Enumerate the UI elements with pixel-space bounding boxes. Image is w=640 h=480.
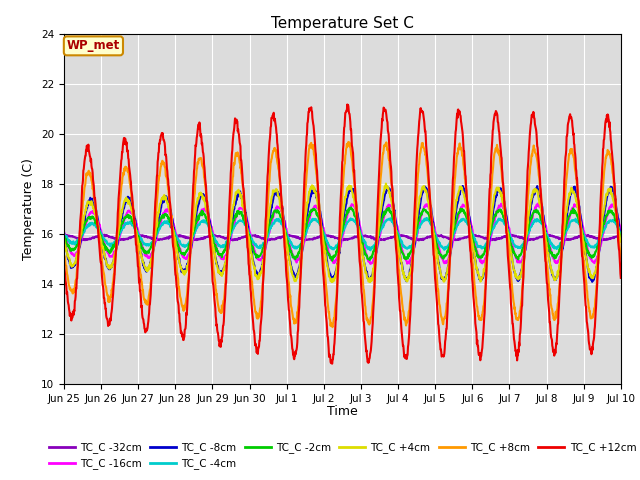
TC_C -8cm — [588, 279, 596, 285]
TC_C +8cm — [184, 281, 191, 287]
TC_C -32cm — [184, 235, 191, 240]
TC_C -8cm — [429, 221, 436, 227]
TC_C +12cm — [328, 361, 336, 367]
TC_C -2cm — [60, 234, 68, 240]
TC_C +4cm — [246, 243, 254, 249]
TC_C -32cm — [617, 232, 625, 238]
TC_C +4cm — [382, 180, 390, 186]
TC_C -32cm — [502, 233, 510, 239]
TC_C -4cm — [60, 230, 68, 236]
TC_C +4cm — [60, 235, 68, 240]
TC_C +12cm — [429, 252, 437, 257]
TC_C +8cm — [246, 259, 254, 265]
Y-axis label: Temperature (C): Temperature (C) — [22, 158, 35, 260]
TC_C +8cm — [170, 242, 178, 248]
TC_C -8cm — [533, 183, 541, 189]
TC_C +4cm — [170, 233, 178, 239]
TC_C -32cm — [170, 233, 178, 239]
TC_C -4cm — [184, 242, 191, 248]
TC_C -16cm — [429, 218, 437, 224]
TC_C -16cm — [184, 252, 191, 258]
TC_C -2cm — [552, 253, 559, 259]
TC_C -32cm — [552, 235, 559, 240]
TC_C -16cm — [552, 260, 559, 265]
TC_C +8cm — [552, 314, 559, 320]
TC_C -32cm — [246, 232, 254, 238]
TC_C +8cm — [429, 239, 437, 244]
TC_C -4cm — [423, 215, 431, 221]
TC_C +4cm — [617, 239, 625, 244]
TC_C -32cm — [321, 232, 329, 238]
Line: TC_C -8cm: TC_C -8cm — [64, 186, 621, 282]
Line: TC_C -16cm: TC_C -16cm — [64, 204, 621, 264]
TC_C +12cm — [170, 255, 178, 261]
TC_C -16cm — [60, 228, 68, 234]
TC_C +12cm — [60, 258, 68, 264]
TC_C -16cm — [367, 261, 374, 267]
TC_C -4cm — [367, 248, 374, 253]
TC_C +4cm — [366, 279, 374, 285]
TC_C -16cm — [497, 201, 505, 206]
TC_C -2cm — [184, 246, 191, 252]
TC_C +12cm — [552, 350, 559, 356]
TC_C +4cm — [552, 276, 559, 282]
TC_C +8cm — [60, 252, 68, 258]
TC_C -16cm — [170, 223, 178, 229]
TC_C +12cm — [617, 275, 625, 281]
TC_C -2cm — [170, 233, 178, 239]
TC_C -16cm — [502, 213, 510, 219]
TC_C -8cm — [246, 240, 254, 246]
TC_C +12cm — [184, 292, 191, 298]
TC_C -2cm — [348, 204, 355, 210]
TC_C -4cm — [502, 224, 510, 230]
TC_C +12cm — [502, 230, 510, 236]
TC_C -16cm — [246, 230, 254, 236]
TC_C -8cm — [617, 238, 625, 244]
TC_C -2cm — [502, 223, 510, 229]
TC_C +12cm — [344, 102, 351, 108]
TC_C -8cm — [502, 208, 509, 214]
TC_C +8cm — [344, 139, 352, 145]
TC_C +12cm — [246, 279, 254, 285]
TC_C -16cm — [617, 227, 625, 232]
TC_C -4cm — [617, 230, 625, 236]
TC_C -32cm — [429, 232, 437, 238]
TC_C -2cm — [246, 237, 254, 243]
Text: WP_met: WP_met — [67, 39, 120, 52]
TC_C -8cm — [170, 229, 178, 235]
Legend: TC_C -32cm, TC_C -16cm, TC_C -8cm, TC_C -4cm, TC_C -2cm, TC_C +4cm, TC_C +8cm, T: TC_C -32cm, TC_C -16cm, TC_C -8cm, TC_C … — [44, 438, 640, 474]
Line: TC_C +12cm: TC_C +12cm — [64, 105, 621, 364]
TC_C +4cm — [502, 220, 510, 226]
TC_C -4cm — [429, 226, 437, 231]
TC_C -8cm — [184, 264, 191, 270]
TC_C -2cm — [617, 235, 625, 241]
TC_C -8cm — [551, 276, 559, 282]
TC_C +4cm — [429, 231, 437, 237]
TC_C -4cm — [552, 244, 559, 250]
TC_C -2cm — [429, 228, 437, 234]
Title: Temperature Set C: Temperature Set C — [271, 16, 414, 31]
TC_C -32cm — [415, 238, 422, 243]
TC_C -4cm — [170, 228, 178, 234]
Line: TC_C -4cm: TC_C -4cm — [64, 218, 621, 251]
TC_C -4cm — [246, 232, 254, 238]
X-axis label: Time: Time — [327, 405, 358, 418]
Line: TC_C -2cm: TC_C -2cm — [64, 207, 621, 261]
TC_C +8cm — [502, 219, 510, 225]
TC_C -8cm — [60, 235, 68, 241]
TC_C +8cm — [617, 256, 625, 262]
TC_C -32cm — [60, 233, 68, 239]
Line: TC_C +4cm: TC_C +4cm — [64, 183, 621, 282]
TC_C -2cm — [328, 258, 336, 264]
TC_C +4cm — [184, 263, 191, 268]
Line: TC_C +8cm: TC_C +8cm — [64, 142, 621, 327]
Line: TC_C -32cm: TC_C -32cm — [64, 235, 621, 240]
TC_C +8cm — [329, 324, 337, 330]
